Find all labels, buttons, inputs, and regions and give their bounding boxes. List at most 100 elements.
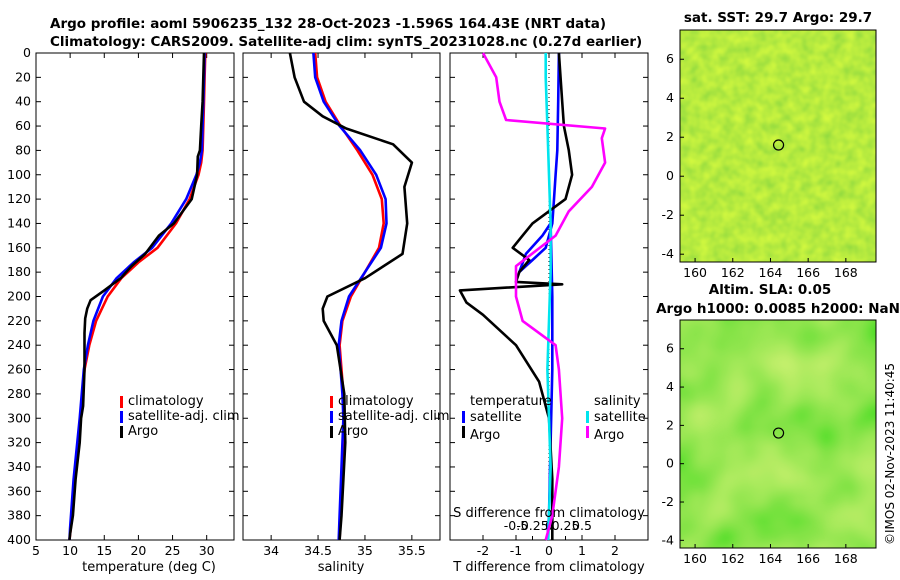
legend-label-t-argo: Argo [470, 428, 500, 443]
series-satellite-adj-clim [312, 52, 388, 541]
legend-swatch-climatology [120, 396, 123, 408]
series-climatology [68, 52, 207, 541]
sla-float-marker [772, 427, 785, 439]
map-y-tick-label: 2 [666, 417, 674, 432]
sst-map-field [680, 30, 876, 262]
x-tick-label: -1 [510, 543, 522, 558]
salinity-axis-label: salinity [318, 560, 365, 575]
s-diff-tick-label: -0.25 [516, 518, 548, 533]
sla-map-panel: Altim. SLA: 0.05 Argo h1000: 0.0085 h200… [656, 282, 900, 566]
x-tick-label: 15 [96, 543, 112, 558]
sla-map-frame [679, 319, 877, 549]
y-tick-label: 120 [7, 191, 31, 206]
map-x-tick-label: 162 [721, 265, 745, 280]
series-t-satellite [517, 52, 561, 541]
map-y-tick-label: -2 [662, 494, 674, 509]
series-satellite-adj-clim [68, 52, 206, 541]
legend-swatch-satellite [330, 411, 333, 423]
map-y-tick-label: 4 [666, 90, 674, 105]
y-tick-label: 240 [7, 337, 31, 352]
s-difference-axis-label: S difference from climatology [453, 506, 645, 521]
title-line-2: Climatology: CARS2009. Satellite-adj cli… [50, 34, 642, 50]
y-tick-label: 380 [7, 508, 31, 523]
sst-map-title: sat. SST: 29.7 Argo: 29.7 [684, 10, 872, 26]
map-x-tick-label: 166 [796, 265, 820, 280]
map-x-tick-label: 168 [834, 265, 858, 280]
map-x-tick-label: 160 [683, 551, 707, 566]
y-tick-label: 340 [7, 459, 31, 474]
x-tick-label: 20 [130, 543, 146, 558]
series-s-argo [481, 52, 607, 541]
legend-swatch-climatology [330, 396, 333, 408]
legend-header-salinity: salinity [594, 394, 641, 409]
legend-swatch-s-argo [586, 426, 589, 438]
y-tick-label: 80 [15, 142, 31, 157]
map-y-tick-label: 0 [666, 456, 674, 471]
title-line-1: Argo profile: aoml 5906235_132 28-Oct-20… [50, 16, 606, 32]
x-tick-label: 2 [611, 543, 619, 558]
series-t-argo [458, 52, 574, 540]
salinity-legend: climatology satellite-adj. clim Argo [330, 394, 450, 439]
map-y-tick-label: 6 [666, 341, 674, 356]
x-tick-label: 34.5 [304, 543, 332, 558]
map-x-tick-label: 168 [834, 551, 858, 566]
map-y-tick-label: 2 [666, 129, 674, 144]
map-x-tick-label: 162 [721, 551, 745, 566]
legend-label-argo: Argo [128, 424, 158, 439]
y-tick-label: 160 [7, 240, 31, 255]
legend-swatch-argo [120, 426, 123, 438]
sst-float-marker [772, 139, 785, 151]
s-diff-tick-label: 0.5 [572, 518, 592, 533]
map-y-tick-label: -4 [662, 246, 675, 261]
legend-label-satellite: satellite-adj. clim [128, 409, 240, 424]
y-tick-label: 40 [15, 94, 31, 109]
sla-map-ticks: 160 162 164 166 168 6 4 2 0 -2 -4 [662, 341, 858, 566]
series-argo [288, 52, 414, 541]
sla-map-title-2: Argo h1000: 0.0085 h2000: NaN [656, 301, 900, 317]
legend-swatch-s-satellite [586, 411, 589, 423]
salinity-panel: 34 34.5 35 35.5 [242, 52, 441, 558]
t-difference-axis-label: T difference from climatology [452, 560, 645, 575]
y-tick-label: 220 [7, 313, 31, 328]
map-x-tick-label: 164 [759, 551, 783, 566]
x-tick-label: 34 [263, 543, 279, 558]
sst-map-panel: sat. SST: 29.7 Argo: 29.7 160 162 164 166 16… [662, 10, 877, 280]
x-tick-label: 30 [199, 543, 215, 558]
map-y-tick-label: 0 [666, 168, 674, 183]
difference-legend: temperature salinity satellite Argo sate… [462, 394, 646, 443]
map-y-tick-label: 4 [666, 379, 674, 394]
y-tick-label: 320 [7, 435, 31, 450]
y-tick-label: 360 [7, 483, 31, 498]
legend-swatch-argo [330, 426, 333, 438]
temperature-legend: climatology satellite-adj. clim Argo [120, 394, 240, 439]
y-tick-label: 180 [7, 264, 31, 279]
map-x-tick-label: 160 [683, 265, 707, 280]
legend-label-t-satellite: satellite [470, 410, 522, 425]
legend-swatch-t-satellite [462, 411, 465, 423]
y-tick-label: 60 [15, 118, 31, 133]
legend-label-satellite: satellite-adj. clim [338, 409, 450, 424]
credit-text: ©IMOS 02-Nov-2023 11:40:45 [883, 363, 897, 545]
x-tick-label: -2 [477, 543, 489, 558]
y-tick-label: 300 [7, 410, 31, 425]
temperature-axis-label: temperature (deg C) [82, 560, 216, 575]
x-tick-label: 10 [62, 543, 78, 558]
x-tick-label: 0 [545, 543, 553, 558]
y-tick-label: 0 [23, 45, 31, 60]
s-diff-tick-label: -0.5 [504, 518, 528, 533]
temperature-panel: 0 20 40 60 80 100 120 140 160 180 200 220 240 260 280 3… [7, 45, 235, 558]
legend-label-argo: Argo [338, 424, 368, 439]
sla-map-title-1: Altim. SLA: 0.05 [709, 282, 831, 298]
legend-label-s-satellite: satellite [594, 410, 646, 425]
y-tick-label: 20 [15, 69, 31, 84]
map-y-tick-label: -2 [662, 207, 674, 222]
y-tick-label: 200 [7, 289, 31, 304]
sla-map-field [680, 320, 876, 548]
map-y-tick-label: -4 [662, 532, 675, 547]
x-tick-label: 35 [357, 543, 373, 558]
x-tick-label: 1 [578, 543, 586, 558]
y-tick-label: 280 [7, 386, 31, 401]
map-y-tick-label: 6 [666, 51, 674, 66]
y-tick-label: 400 [7, 532, 31, 547]
